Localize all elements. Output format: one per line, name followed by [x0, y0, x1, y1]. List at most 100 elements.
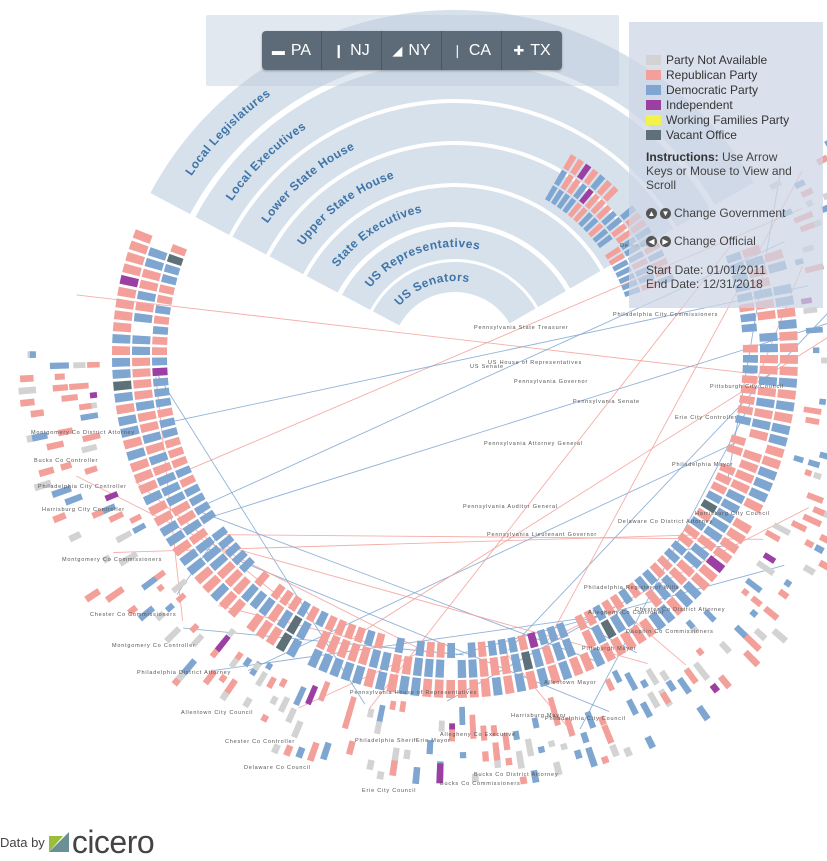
seat-mark[interactable] [364, 630, 376, 647]
official-mark[interactable] [255, 671, 268, 687]
official-mark[interactable] [189, 623, 199, 633]
seat-mark[interactable] [152, 337, 167, 345]
official-mark[interactable] [105, 586, 125, 603]
seat-mark[interactable] [352, 665, 366, 685]
official-mark[interactable] [156, 584, 164, 592]
seat-mark[interactable] [480, 678, 490, 697]
official-mark[interactable] [803, 407, 821, 415]
seat-mark[interactable] [125, 252, 145, 266]
seat-mark[interactable] [112, 346, 130, 355]
seat-mark[interactable] [153, 378, 169, 387]
seat-mark[interactable] [749, 429, 768, 442]
seat-mark[interactable] [126, 447, 146, 461]
seat-mark[interactable] [148, 247, 168, 261]
seat-mark[interactable] [760, 355, 778, 363]
official-mark[interactable] [52, 512, 67, 523]
official-mark[interactable] [403, 749, 410, 759]
official-mark[interactable] [305, 685, 318, 705]
official-mark[interactable] [560, 743, 568, 751]
seat-mark[interactable] [354, 626, 366, 643]
state-button-ca[interactable]: ❘CA [442, 31, 502, 70]
official-mark[interactable] [813, 472, 822, 480]
official-mark[interactable] [449, 723, 455, 729]
seat-mark[interactable] [771, 423, 790, 436]
official-mark[interactable] [814, 544, 825, 554]
official-mark[interactable] [585, 747, 598, 768]
seat-mark[interactable] [112, 369, 130, 379]
official-mark[interactable] [771, 628, 788, 644]
seat-mark[interactable] [137, 411, 156, 423]
official-mark[interactable] [646, 668, 660, 686]
seat-mark[interactable] [155, 398, 171, 408]
official-mark[interactable] [81, 444, 97, 454]
seat-mark[interactable] [159, 417, 175, 428]
seat-mark[interactable] [132, 368, 150, 377]
seat-mark[interactable] [154, 388, 170, 398]
official-mark[interactable] [266, 676, 277, 689]
seat-mark[interactable] [402, 656, 413, 675]
seat-mark[interactable] [157, 295, 173, 305]
seat-mark[interactable] [153, 326, 169, 335]
official-mark[interactable] [819, 534, 827, 546]
official-mark[interactable] [482, 751, 489, 762]
official-mark[interactable] [84, 588, 101, 602]
seat-mark[interactable] [437, 642, 445, 657]
state-button-nj[interactable]: ❙NJ [322, 31, 382, 70]
official-mark[interactable] [129, 514, 142, 524]
seat-mark[interactable] [137, 291, 156, 302]
state-button-tx[interactable]: ✚TX [502, 31, 562, 70]
seat-mark[interactable] [768, 434, 788, 447]
official-mark[interactable] [460, 752, 466, 758]
seat-mark[interactable] [426, 642, 435, 658]
official-mark[interactable] [805, 417, 820, 425]
seat-mark[interactable] [152, 347, 167, 355]
seat-mark[interactable] [503, 675, 515, 694]
seat-mark[interactable] [760, 344, 778, 353]
seat-mark[interactable] [162, 427, 179, 438]
seat-mark[interactable] [776, 400, 795, 411]
official-mark[interactable] [525, 738, 534, 756]
official-mark[interactable] [813, 347, 819, 353]
official-mark[interactable] [804, 539, 814, 549]
official-mark[interactable] [20, 375, 34, 382]
official-mark[interactable] [295, 746, 305, 758]
seat-mark[interactable] [525, 670, 538, 690]
official-mark[interactable] [141, 576, 158, 590]
seat-mark[interactable] [490, 657, 500, 676]
official-mark[interactable] [46, 440, 64, 450]
seat-mark[interactable] [527, 632, 538, 649]
official-mark[interactable] [30, 351, 36, 358]
official-mark[interactable] [30, 409, 44, 417]
official-mark[interactable] [87, 362, 100, 368]
seat-mark[interactable] [142, 431, 162, 444]
official-mark[interactable] [804, 469, 812, 477]
seat-mark[interactable] [488, 640, 498, 656]
seat-mark[interactable] [116, 403, 135, 415]
official-mark[interactable] [53, 384, 69, 391]
seat-mark[interactable] [511, 653, 523, 672]
official-mark[interactable] [763, 552, 777, 564]
arrow-up-icon[interactable]: ▲ [646, 208, 657, 219]
official-mark[interactable] [18, 387, 36, 395]
official-mark[interactable] [624, 672, 638, 691]
official-mark[interactable] [719, 641, 732, 654]
official-mark[interactable] [626, 699, 639, 716]
change-official-control[interactable]: ◀ ▶ Change Official [646, 234, 823, 248]
official-mark[interactable] [55, 373, 65, 380]
seat-mark[interactable] [761, 455, 781, 469]
seat-mark[interactable] [164, 437, 181, 449]
seat-mark[interactable] [117, 287, 136, 299]
official-mark[interactable] [269, 695, 278, 705]
official-mark[interactable] [818, 560, 827, 574]
seat-mark[interactable] [773, 411, 792, 423]
seat-mark[interactable] [479, 658, 489, 677]
seat-mark[interactable] [132, 335, 150, 344]
official-mark[interactable] [612, 670, 623, 684]
official-mark[interactable] [283, 744, 293, 756]
official-mark[interactable] [806, 327, 823, 334]
official-mark[interactable] [580, 732, 589, 744]
seat-mark[interactable] [743, 344, 758, 352]
seat-mark[interactable] [740, 313, 756, 323]
official-mark[interactable] [80, 412, 98, 421]
seat-mark[interactable] [142, 269, 161, 282]
